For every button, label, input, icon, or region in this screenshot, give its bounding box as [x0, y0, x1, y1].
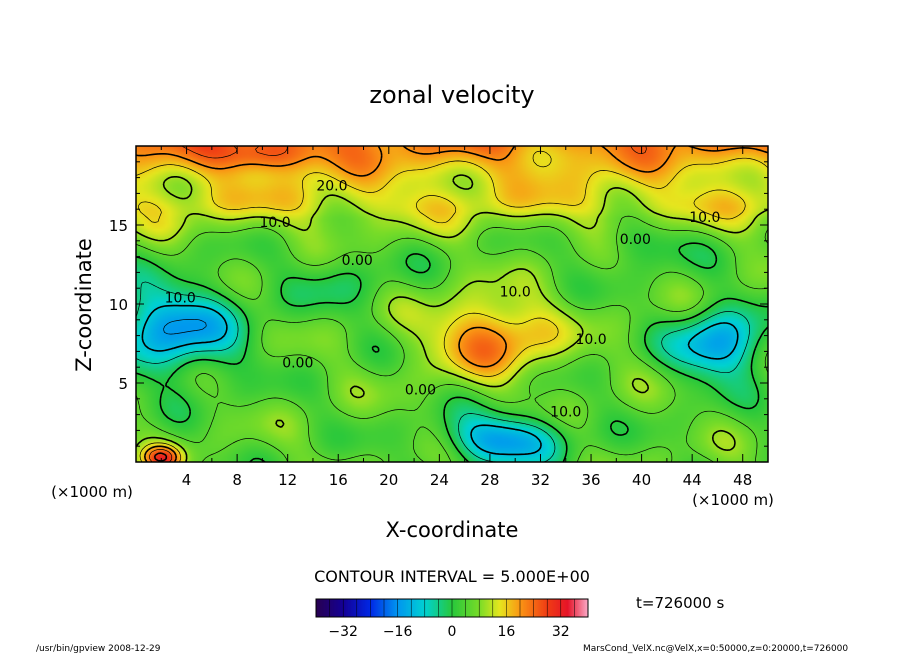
x-tick-label: 44 — [683, 471, 702, 489]
x-tick-label: 36 — [581, 471, 600, 489]
contour-label: 10.0 — [550, 404, 581, 420]
contour-labels: 20.0 10.0 10.0 0.00 0.00 10.0 10.0 10.0 0.00 0.00… — [165, 179, 721, 421]
contour-label: 0.00 — [405, 382, 436, 398]
contour-level — [136, 215, 768, 462]
colorbar-tick-label: −32 — [328, 624, 358, 640]
x-tick-label: 16 — [329, 471, 348, 489]
contour-label: 0.00 — [282, 355, 313, 371]
x-tick-label: 4 — [182, 471, 192, 489]
chart-title: zonal velocity — [369, 81, 534, 109]
contour-level — [136, 150, 768, 462]
velocity-heatmap — [136, 146, 768, 462]
contour-level — [136, 242, 768, 462]
x-tick-label: 20 — [379, 471, 398, 489]
x-axis: 4 8 12 16 20 24 28 32 36 40 44 48 — [160, 146, 752, 489]
colorbar-tick-label: −16 — [383, 624, 413, 640]
x-tick-label: 40 — [632, 471, 651, 489]
footer-right: MarsCond_VelX.nc@VelX,x=0:50000,z=0:2000… — [583, 644, 848, 654]
colorbar-tick-label: 16 — [497, 624, 515, 640]
x-tick-label: 24 — [430, 471, 449, 489]
y-tick-label: 5 — [118, 375, 128, 393]
colorbar-tick-label: 0 — [448, 624, 457, 640]
contour-label: 0.00 — [342, 253, 373, 269]
contour-label: 20.0 — [316, 179, 347, 195]
x-tick-label: 28 — [480, 471, 499, 489]
x-axis-label: X-coordinate — [386, 518, 519, 542]
colorbar-ticks: −32 −16 0 16 32 — [328, 599, 575, 640]
contour-level — [154, 452, 168, 462]
contour-label: 10.0 — [165, 291, 196, 307]
x-tick-label: 48 — [733, 471, 752, 489]
contour-interval-text: CONTOUR INTERVAL = 5.000E+00 — [314, 567, 590, 586]
x-unit-left: (×1000 m) — [51, 483, 133, 501]
contour-level — [163, 318, 207, 335]
contour-label: 0.00 — [620, 232, 651, 248]
x-tick-label: 12 — [278, 471, 297, 489]
contour-level — [136, 281, 751, 462]
contour-label: 10.0 — [689, 210, 720, 226]
contour-level — [136, 174, 768, 462]
footer-left: /usr/bin/gpview 2008-12-29 — [36, 644, 161, 654]
contour-label: 10.0 — [500, 284, 531, 300]
y-tick-label: 15 — [109, 217, 128, 235]
contour-level — [141, 304, 739, 456]
contour-level — [136, 146, 768, 462]
contour-label: 10.0 — [259, 215, 290, 231]
x-unit-right: (×1000 m) — [692, 491, 774, 509]
time-label: t=726000 s — [636, 594, 724, 612]
y-axis-label: Z-coordinate — [72, 238, 96, 372]
x-tick-label: 32 — [531, 471, 550, 489]
y-tick-label: 10 — [109, 296, 128, 314]
x-tick-label: 8 — [232, 471, 242, 489]
colorbar-tick-label: 32 — [552, 624, 570, 640]
y-axis: 5 10 15 — [109, 161, 768, 447]
contour-label: 10.0 — [575, 332, 606, 348]
